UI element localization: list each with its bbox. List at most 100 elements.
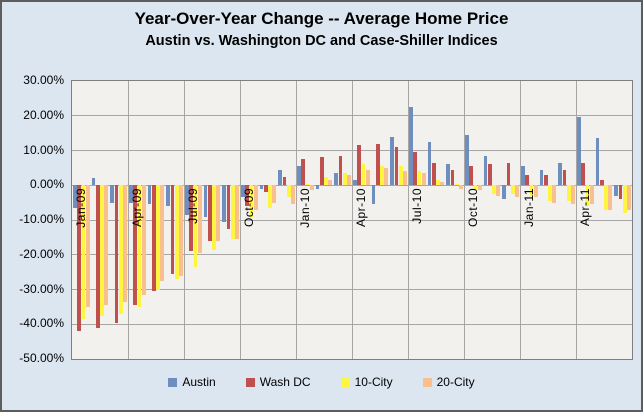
x-axis-label: Oct-09: [242, 188, 256, 228]
y-axis-label: 10.00%: [23, 142, 64, 157]
bar: [464, 134, 469, 186]
bar: [408, 107, 413, 186]
y-axis-label: -10.00%: [19, 212, 64, 226]
bar: [235, 185, 239, 240]
bar: [525, 174, 529, 186]
bar: [296, 166, 301, 186]
gridline-vertical: [519, 81, 521, 359]
bar: [72, 185, 77, 208]
bar: [272, 185, 277, 203]
legend-label-austin: Austin: [182, 375, 216, 389]
bar: [558, 162, 563, 186]
bar: [151, 185, 156, 292]
x-axis-label: Apr-09: [130, 188, 144, 228]
bar: [128, 185, 133, 203]
bar: [421, 173, 426, 186]
bar: [240, 185, 245, 198]
bar: [91, 178, 96, 186]
bar: [328, 180, 333, 186]
bar: [319, 157, 324, 186]
bar: [110, 185, 115, 203]
bar: [384, 167, 389, 186]
bar: [104, 185, 109, 306]
bar: [552, 185, 557, 203]
bar: [226, 185, 231, 229]
legend-swatch-austin: [168, 377, 178, 387]
gridline-vertical: [127, 81, 129, 359]
bar: [539, 169, 544, 186]
y-axis-label: 20.00%: [23, 107, 64, 122]
bar: [581, 162, 585, 186]
bar: [510, 185, 515, 194]
bar: [566, 185, 571, 201]
bar: [291, 185, 295, 205]
bar: [576, 117, 581, 186]
y-axis-label: 30.00%: [23, 73, 64, 87]
bar: [614, 185, 619, 196]
bar: [477, 185, 482, 191]
x-axis-label: Oct-10: [466, 188, 480, 228]
x-axis-label: Jul-09: [186, 188, 200, 224]
gridline-vertical: [183, 81, 185, 359]
bar: [515, 185, 519, 198]
bar: [301, 159, 305, 186]
bar: [160, 185, 165, 281]
y-axis-label: -40.00%: [19, 316, 64, 331]
bar: [589, 185, 594, 205]
x-axis-label: Jul-10: [410, 188, 424, 224]
bar: [595, 138, 600, 186]
bar: [520, 166, 525, 186]
bar: [193, 185, 198, 267]
bar: [618, 185, 623, 200]
bar: [436, 180, 440, 186]
bar: [357, 145, 361, 186]
bar: [207, 185, 212, 241]
gridline-vertical: [239, 81, 241, 359]
bar: [487, 164, 492, 186]
gridline-vertical: [575, 81, 577, 359]
bar: [352, 180, 357, 186]
bar: [123, 185, 127, 302]
gridline-vertical: [407, 81, 409, 359]
bar: [100, 185, 104, 316]
bar: [608, 185, 613, 210]
bar: [170, 185, 175, 274]
bar: [222, 185, 227, 222]
legend-label-wash-dc: Wash DC: [259, 375, 311, 389]
bar: [166, 185, 171, 207]
bar: [334, 173, 339, 186]
x-axis-label: Jan-10: [298, 188, 312, 228]
bar: [114, 185, 119, 323]
x-axis-label: Jan-11: [522, 188, 536, 228]
gridline-vertical: [351, 81, 353, 359]
chart-title: Year-Over-Year Change -- Average Home Pr…: [134, 9, 509, 28]
legend-swatch-10-city: [340, 377, 350, 387]
legend-label-10-city: 10-City: [354, 375, 393, 389]
bar: [197, 185, 202, 253]
bar: [141, 185, 146, 295]
bar: [85, 185, 90, 307]
bar: [469, 166, 473, 186]
bar: [543, 174, 548, 186]
bar: [212, 185, 216, 250]
legend-item-austin: Austin: [168, 375, 216, 389]
gridline-vertical: [463, 81, 465, 359]
x-axis-label: Apr-11: [578, 188, 592, 227]
bar: [413, 152, 417, 186]
legend-swatch-20-city: [422, 377, 432, 387]
bar: [203, 185, 208, 217]
bar: [268, 185, 272, 208]
bar: [450, 169, 455, 186]
plot-area: Jan-09 Apr-09 Jul-09 Oct-09 Jan-10 Apr-10 Jul-…: [71, 80, 633, 360]
bar: [417, 171, 422, 186]
legend-item-wash-dc: Wash DC: [245, 375, 311, 389]
x-axis-label: Jan-09: [74, 188, 88, 228]
y-axis-label: -50.00%: [19, 351, 64, 365]
y-axis-label: 0.00%: [29, 177, 64, 192]
legend-item-20-city: 20-City: [422, 375, 475, 389]
bar: [77, 185, 81, 332]
bar: [147, 185, 152, 205]
bar: [245, 185, 249, 207]
bar: [440, 181, 445, 186]
bar: [174, 185, 179, 280]
